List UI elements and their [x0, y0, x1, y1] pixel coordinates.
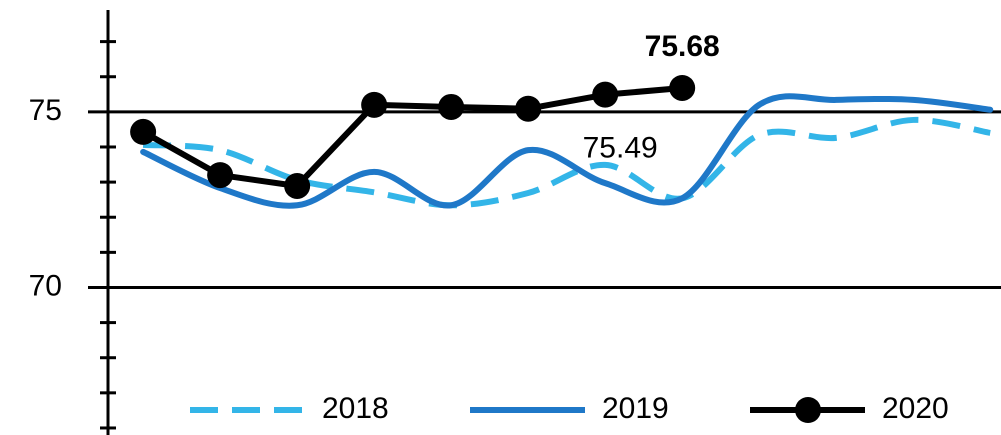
point-marker: [438, 93, 465, 120]
point-marker: [592, 81, 619, 108]
point-marker: [130, 118, 157, 145]
legend-label: 2019: [602, 392, 669, 425]
data-label: 75.68: [645, 30, 720, 63]
y-tick-label: 75: [29, 94, 62, 127]
series-line: [140, 93, 994, 209]
point-marker: [515, 95, 542, 122]
legend-marker: [795, 397, 821, 423]
point-marker: [361, 91, 388, 118]
data-label: 75.49: [583, 132, 658, 165]
y-tick-label: 70: [29, 269, 62, 302]
point-marker: [207, 162, 234, 189]
legend-label: 2018: [322, 392, 389, 425]
point-marker: [284, 172, 311, 199]
legend-label: 2020: [882, 392, 949, 425]
point-marker: [669, 74, 696, 101]
